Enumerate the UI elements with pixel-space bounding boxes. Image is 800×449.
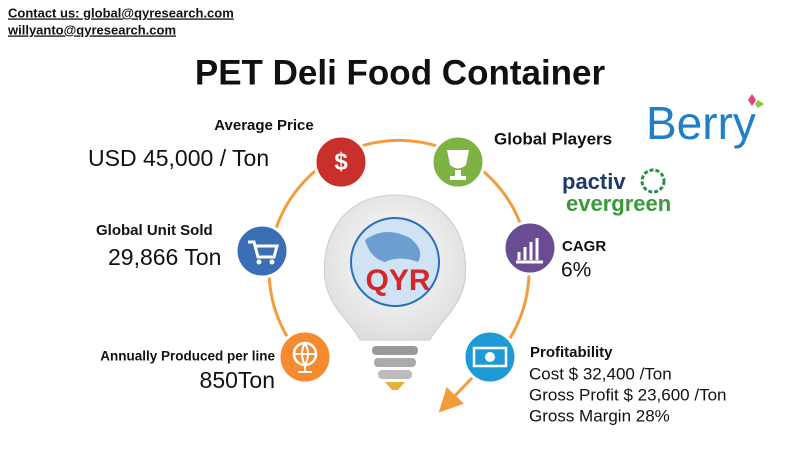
label: Global Players [494,129,612,148]
money-icon [485,352,495,362]
label: Profitability [530,344,613,361]
production-icon [277,329,333,385]
contact-line: willyanto@qyresearch.com [7,22,176,37]
center-logo: QYR [365,264,430,297]
logo-mark [640,168,666,194]
value: Gross Profit $ 23,600 /Ton [529,385,727,404]
globe-icon [294,342,316,373]
label: Average Price [214,117,314,134]
cart [248,240,279,259]
value: Cost $ 32,400 /Ton [529,364,672,383]
cart-wheel [256,259,262,265]
bulb-base [378,370,412,379]
bulb-tip [385,382,405,390]
cycle-arc [267,138,531,413]
value: 6% [561,259,591,282]
logo-box [645,92,770,157]
bulb-base [372,346,418,355]
logo-mark [748,94,756,106]
label: CAGR [562,238,606,255]
pactiv-logo: pactiv [562,169,626,194]
value: 29,866 Ton [108,244,221,270]
cart-wheel [269,259,275,265]
globe-land [365,231,421,262]
price-icon [313,134,369,190]
logo-mark [755,100,764,108]
label: Global Unit Sold [96,222,213,239]
value: USD 45,000 / Ton [88,145,269,171]
sold-icon [234,223,290,279]
bar-icon [516,238,543,264]
label: Annually Produced per line [100,349,275,364]
contact-line: Contact us: global@qyresearch.com [8,5,234,20]
bulb-base [374,358,416,367]
title: PET Deli Food Container [195,53,606,92]
berry-logo: Berry [646,97,756,149]
value: 850Ton [200,367,275,393]
trophy [447,150,469,180]
evergreen-logo: evergreen [566,191,671,216]
money-icon [472,346,508,368]
value: Gross Margin 28% [529,406,670,425]
price-icon-symbol: $ [334,148,348,175]
